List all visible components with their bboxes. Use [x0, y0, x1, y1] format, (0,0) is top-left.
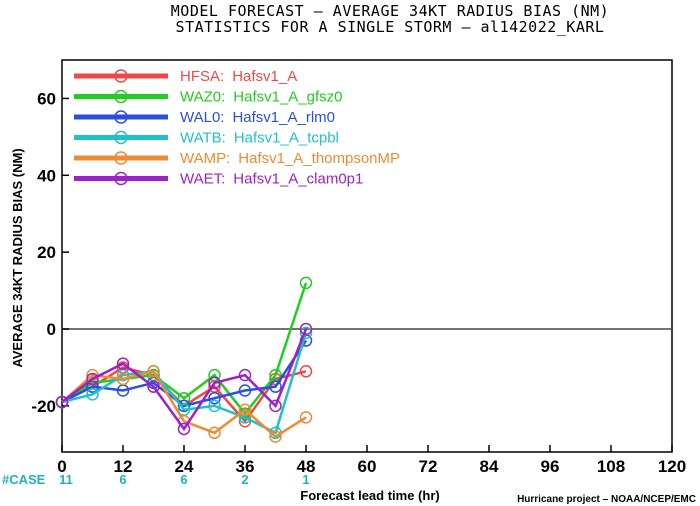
series-line	[61, 369, 307, 439]
legend-entry: WAZ0: Hafsv1_A_gfsz0	[180, 89, 343, 106]
x-tick-label: 84	[480, 457, 499, 476]
credit-text: Hurricane project – NOAA/NCEP/EMC	[517, 494, 696, 505]
legend-marker	[114, 110, 128, 124]
legend-entry: WAMP: Hafsv1_A_thompsonMP	[180, 150, 400, 167]
chart-subtitle: STATISTICS FOR A SINGLE STORM – al142022…	[175, 18, 605, 36]
legend-name: Hafsv1_A_rlm0	[232, 109, 335, 126]
data-point	[208, 391, 221, 405]
legend-name: Hafsv1_A_clam0p1	[233, 171, 363, 188]
data-point	[299, 411, 313, 424]
x-tick-label: 24	[175, 457, 194, 476]
data-point	[208, 399, 221, 413]
legend-entry: WAET: Hafsv1_A_clam0p1	[180, 171, 363, 188]
data-point	[238, 403, 252, 416]
y-tick-label: -20	[31, 397, 56, 416]
legend-name: Hafsv1_A_thompsonMP	[238, 150, 400, 167]
x-tick-label: 36	[236, 457, 255, 476]
y-tick-label: 40	[37, 166, 56, 185]
x-tick-label: 108	[597, 457, 625, 476]
x-tick-label: 0	[57, 457, 66, 476]
legend-code: WAL0:	[180, 109, 224, 126]
data-point	[238, 368, 252, 382]
series-waz0	[55, 276, 313, 420]
legend-marker	[114, 89, 128, 104]
case-count: 6	[119, 472, 126, 487]
data-point	[269, 430, 282, 443]
legend-name: Hafsv1_A_gfsz0	[233, 89, 342, 106]
data-point	[147, 380, 160, 393]
legend-entry: HFSA: Hafsv1_A	[180, 68, 297, 85]
data-point	[238, 411, 252, 424]
x-tick-label: 96	[541, 457, 560, 476]
y-axis-ticks: -20 0 20 40 60	[31, 89, 69, 416]
series-layer	[55, 276, 313, 443]
legend-code: WAZ0:	[180, 89, 225, 106]
series-line	[61, 328, 308, 432]
case-label: #CASE	[2, 472, 46, 487]
x-tick-label: 12	[114, 457, 133, 476]
data-point	[269, 380, 282, 393]
y-axis-label: AVERAGE 34KT RADIUS BIAS (NM)	[10, 148, 25, 367]
case-count: 11	[59, 472, 73, 487]
legend: HFSA: Hafsv1_A WAZ0: Hafsv1_A_gfsz0 WAL0: Haf…	[74, 68, 400, 188]
data-point	[177, 422, 191, 436]
series-waet	[55, 322, 313, 436]
legend-marker	[114, 130, 128, 145]
data-point	[299, 326, 313, 340]
data-point	[299, 276, 313, 290]
legend-entry: WAL0: Hafsv1_A_rlm0	[180, 109, 335, 126]
legend-marker	[114, 151, 128, 165]
y-tick-label: 20	[37, 243, 56, 262]
legend-code: WAET:	[180, 171, 225, 188]
data-point	[208, 376, 221, 390]
y-tick-label: 60	[37, 89, 56, 108]
data-point	[299, 322, 313, 336]
legend-code: HFSA:	[180, 68, 224, 85]
case-count: 6	[180, 472, 187, 487]
data-point	[208, 426, 221, 440]
data-point	[147, 365, 160, 378]
legend-entry: WATB: Hafsv1_A_tcpbl	[180, 130, 339, 147]
x-tick-label: 48	[297, 457, 316, 476]
legend-marker	[114, 69, 128, 83]
data-point	[299, 365, 313, 378]
legend-code: WATB:	[180, 130, 226, 147]
case-count: 1	[302, 472, 309, 487]
data-point	[55, 395, 69, 409]
x-tick-label: 60	[358, 457, 377, 476]
x-axis-label: Forecast lead time (hr)	[300, 488, 439, 503]
legend-name: Hafsv1_A_tcpbl	[234, 130, 339, 147]
x-tick-label: 72	[419, 457, 438, 476]
x-tick-label: 120	[658, 457, 686, 476]
legend-code: WAMP:	[180, 150, 230, 167]
data-point	[269, 399, 282, 413]
data-point	[177, 399, 191, 413]
data-point	[116, 372, 130, 386]
series-line	[61, 339, 308, 408]
data-point	[238, 384, 252, 397]
data-point	[208, 368, 221, 382]
data-point	[116, 357, 130, 370]
x-axis-ticks: 0 12 24 36 48 60 72 84 96 108 120	[57, 445, 686, 476]
data-point	[86, 388, 99, 401]
chart-title: MODEL FORECAST – AVERAGE 34KT RADIUS BIA…	[170, 2, 610, 20]
data-point	[86, 372, 99, 386]
legend-name: Hafsv1_A	[232, 68, 297, 85]
case-count: 2	[241, 472, 248, 487]
case-counts: #CASE 11 6 6 2 1	[2, 472, 310, 487]
legend-marker	[114, 171, 128, 186]
y-tick-label: 0	[47, 320, 56, 339]
